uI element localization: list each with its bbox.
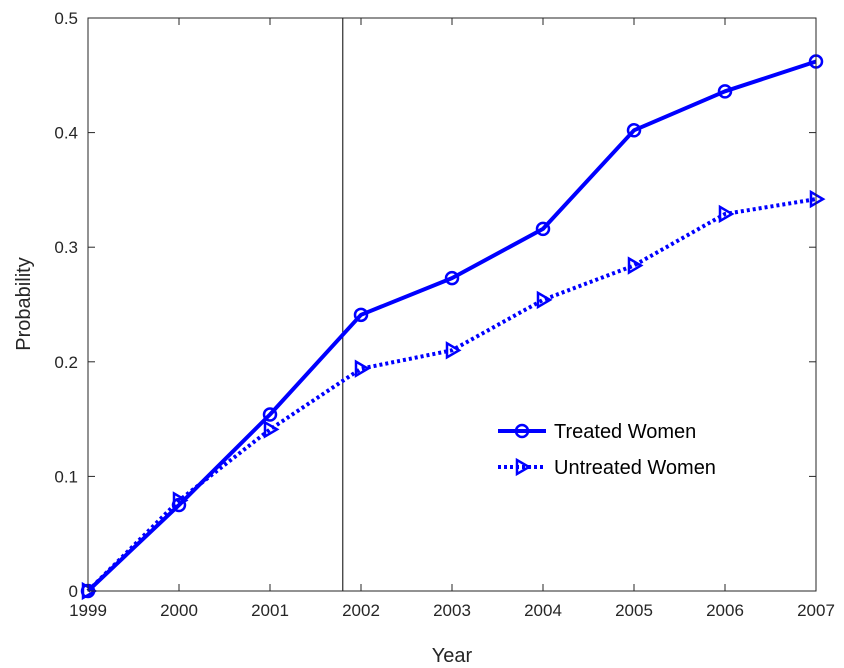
- x-tick-label: 2006: [706, 601, 744, 620]
- data-point-s2-2003: [445, 341, 462, 360]
- data-point-s1-2003: [444, 270, 460, 286]
- x-tick-label: 2000: [160, 601, 198, 620]
- legend-marker-2: [515, 457, 532, 477]
- legend-label-2: Untreated Women: [554, 457, 716, 479]
- data-point-s2-2002: [354, 359, 371, 378]
- data-point-s2-1999: [81, 581, 98, 601]
- plot-area-background: [88, 18, 816, 591]
- data-point-s2-2001: [263, 420, 280, 439]
- y-tick-label: 0.3: [54, 238, 78, 257]
- y-tick-label: 0.2: [54, 353, 78, 372]
- data-point-s1-2006: [717, 84, 733, 99]
- axes-layer: 1999 2000 2001 2002 2003 2004 2005 2006 2007 0 0.1…: [54, 9, 835, 620]
- y-tick-label: 0: [69, 582, 78, 601]
- data-point-s1-2004: [535, 221, 551, 237]
- data-point-s2-2000: [172, 491, 189, 510]
- legend-label-1: Treated Women: [554, 421, 696, 443]
- legend: Treated Women Untreated Women: [498, 421, 716, 479]
- x-tick-label: 2003: [433, 601, 471, 620]
- y-tick-label: 0.5: [54, 9, 78, 28]
- data-point-s1-2001: [262, 407, 278, 422]
- y-tick-label: 0.4: [54, 124, 78, 143]
- data-point-s2-2004: [536, 290, 553, 310]
- data-point-s2-2006: [718, 204, 735, 224]
- x-tick-label: 2007: [797, 601, 835, 620]
- y-axis-title: Probability: [13, 257, 35, 350]
- series-line-2: [86, 197, 817, 593]
- x-axis-title: Year: [432, 645, 473, 667]
- data-point-s1-2002: [353, 307, 369, 323]
- x-tick-label: 2004: [524, 601, 562, 620]
- x-tick-label: 2001: [251, 601, 289, 620]
- y-tick-label: 0.1: [54, 467, 78, 486]
- legend-marker-1: [514, 423, 530, 439]
- data-point-s2-2007: [809, 189, 826, 209]
- data-point-s2-2005: [627, 256, 644, 275]
- x-tick-label: 2002: [342, 601, 380, 620]
- data-point-s1-2005: [626, 123, 642, 138]
- x-tick-label: 2005: [615, 601, 653, 620]
- x-tick-label: 1999: [69, 601, 107, 620]
